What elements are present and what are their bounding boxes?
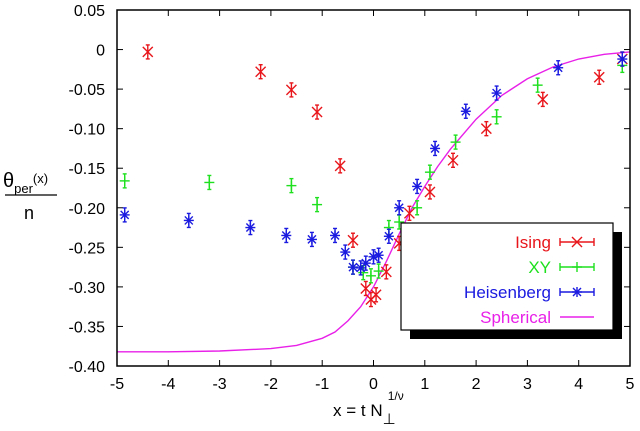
ising-point bbox=[370, 287, 382, 303]
heisenberg-point bbox=[383, 228, 394, 244]
x-tick-label: 2 bbox=[472, 376, 481, 393]
y-tick-label: -0.35 bbox=[69, 319, 106, 336]
heisenberg-point bbox=[368, 249, 379, 265]
heisenberg-point bbox=[360, 255, 371, 271]
legend-marker-heisenberg bbox=[572, 287, 582, 297]
x-tick-label: -3 bbox=[212, 376, 226, 393]
ising-point bbox=[480, 120, 492, 137]
xy-point bbox=[119, 173, 130, 189]
heisenberg-point bbox=[412, 178, 423, 195]
series-curves bbox=[117, 51, 631, 353]
legend-label-heisenberg: Heisenberg bbox=[464, 283, 551, 302]
heisenberg-point bbox=[394, 200, 405, 216]
xy-point bbox=[373, 263, 384, 279]
ising-point bbox=[403, 205, 415, 222]
heisenberg-point bbox=[373, 247, 384, 263]
ising-point bbox=[380, 264, 392, 280]
x-tick-label: 5 bbox=[626, 376, 635, 393]
plot-frame bbox=[116, 9, 631, 367]
x-tick-label: -4 bbox=[161, 376, 175, 393]
ising-point bbox=[311, 104, 323, 120]
y-tick-label: -0.40 bbox=[69, 359, 106, 376]
heisenberg-point bbox=[245, 219, 256, 236]
ising-point bbox=[424, 184, 436, 200]
x-tick-label: -2 bbox=[264, 376, 278, 393]
y-tick-label: 0.05 bbox=[74, 3, 105, 20]
legend-marker-ising bbox=[571, 236, 583, 248]
x-label-sub: ⊥ bbox=[383, 411, 396, 428]
ising-point bbox=[142, 44, 154, 60]
legend-label-ising: Ising bbox=[515, 233, 551, 252]
ising-point bbox=[537, 91, 549, 108]
ising-point bbox=[447, 152, 459, 169]
x-tick-label: -5 bbox=[110, 376, 124, 393]
ising-point bbox=[334, 158, 346, 174]
x-tick-label: 4 bbox=[574, 376, 583, 393]
y-tick-label: -0.10 bbox=[69, 122, 106, 139]
y-label-theta: θ bbox=[3, 170, 14, 192]
xy-point bbox=[286, 177, 297, 194]
x-tick-label: 0 bbox=[369, 376, 378, 393]
heisenberg-point bbox=[183, 212, 194, 229]
y-label-sub: per bbox=[14, 181, 33, 196]
y-axis-label: θper(x) n bbox=[3, 170, 57, 223]
xy-point bbox=[365, 268, 376, 284]
svg-text:x = t N⊥1/ν: x = t N⊥ 1/ν bbox=[333, 389, 404, 428]
xy-point bbox=[450, 134, 461, 150]
legend-marker-xy bbox=[572, 262, 582, 272]
xy-point bbox=[312, 196, 323, 213]
heisenberg-point bbox=[430, 140, 441, 157]
spherical-curve bbox=[117, 51, 631, 353]
x-tick-label: 1 bbox=[420, 376, 429, 393]
x-axis-label: x = t N⊥ 1/ν bbox=[333, 389, 404, 428]
heisenberg-point bbox=[491, 85, 502, 101]
legend-label-xy: XY bbox=[528, 258, 551, 277]
y-tick-label: -0.15 bbox=[69, 161, 106, 178]
xy-point bbox=[532, 77, 543, 93]
heisenberg-point bbox=[617, 51, 628, 67]
y-label-denominator: n bbox=[24, 203, 34, 223]
y-tick-label: -0.05 bbox=[69, 82, 106, 99]
heisenberg-point bbox=[330, 227, 341, 244]
ising-point bbox=[347, 232, 359, 248]
y-tick-label: 0 bbox=[96, 43, 105, 60]
legend: Ising XY Heisenberg Spherical bbox=[400, 222, 622, 339]
heisenberg-point bbox=[340, 244, 351, 260]
y-label-arg: (x) bbox=[33, 171, 48, 186]
xy-point bbox=[424, 164, 435, 180]
heisenberg-point bbox=[347, 259, 358, 275]
ising-point bbox=[593, 69, 605, 85]
x-tick-label: -1 bbox=[315, 376, 329, 393]
xy-point bbox=[491, 109, 502, 125]
heisenberg-point bbox=[306, 231, 317, 248]
tick-labels: -5 -4 -3 -2 -1 0 1 2 3 4 5 0.05 0 -0.05 -0.10 -0.15 -0.2… bbox=[69, 3, 635, 393]
legend-entries: Ising XY Heisenberg Spherical bbox=[464, 233, 595, 327]
y-tick-label: -0.20 bbox=[69, 201, 106, 218]
series-points bbox=[119, 44, 628, 308]
x-label-main: x = t N bbox=[333, 401, 383, 420]
heisenberg-point bbox=[119, 207, 130, 223]
heisenberg-point bbox=[460, 103, 471, 119]
y-tick-label: -0.25 bbox=[69, 240, 106, 257]
legend-label-spherical: Spherical bbox=[480, 308, 551, 327]
y-tick-label: -0.30 bbox=[69, 280, 106, 297]
heisenberg-point bbox=[281, 227, 292, 244]
x-tick-label: 3 bbox=[523, 376, 532, 393]
heisenberg-point bbox=[553, 60, 564, 76]
ising-point bbox=[285, 82, 297, 98]
ising-point bbox=[255, 64, 267, 80]
svg-text:θper(x): θper(x) bbox=[3, 170, 48, 196]
x-label-sup: 1/ν bbox=[388, 389, 404, 403]
xy-point bbox=[412, 200, 423, 216]
xy-point bbox=[204, 174, 215, 191]
